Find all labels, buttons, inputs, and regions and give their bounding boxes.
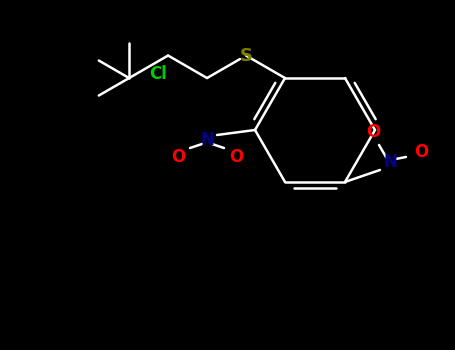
Text: S: S <box>239 47 253 64</box>
Text: N: N <box>383 153 397 171</box>
Text: N: N <box>200 131 214 149</box>
Text: O: O <box>171 148 185 166</box>
Text: O: O <box>229 148 243 166</box>
Text: O: O <box>366 123 380 141</box>
Text: O: O <box>414 143 428 161</box>
Text: Cl: Cl <box>149 64 167 83</box>
